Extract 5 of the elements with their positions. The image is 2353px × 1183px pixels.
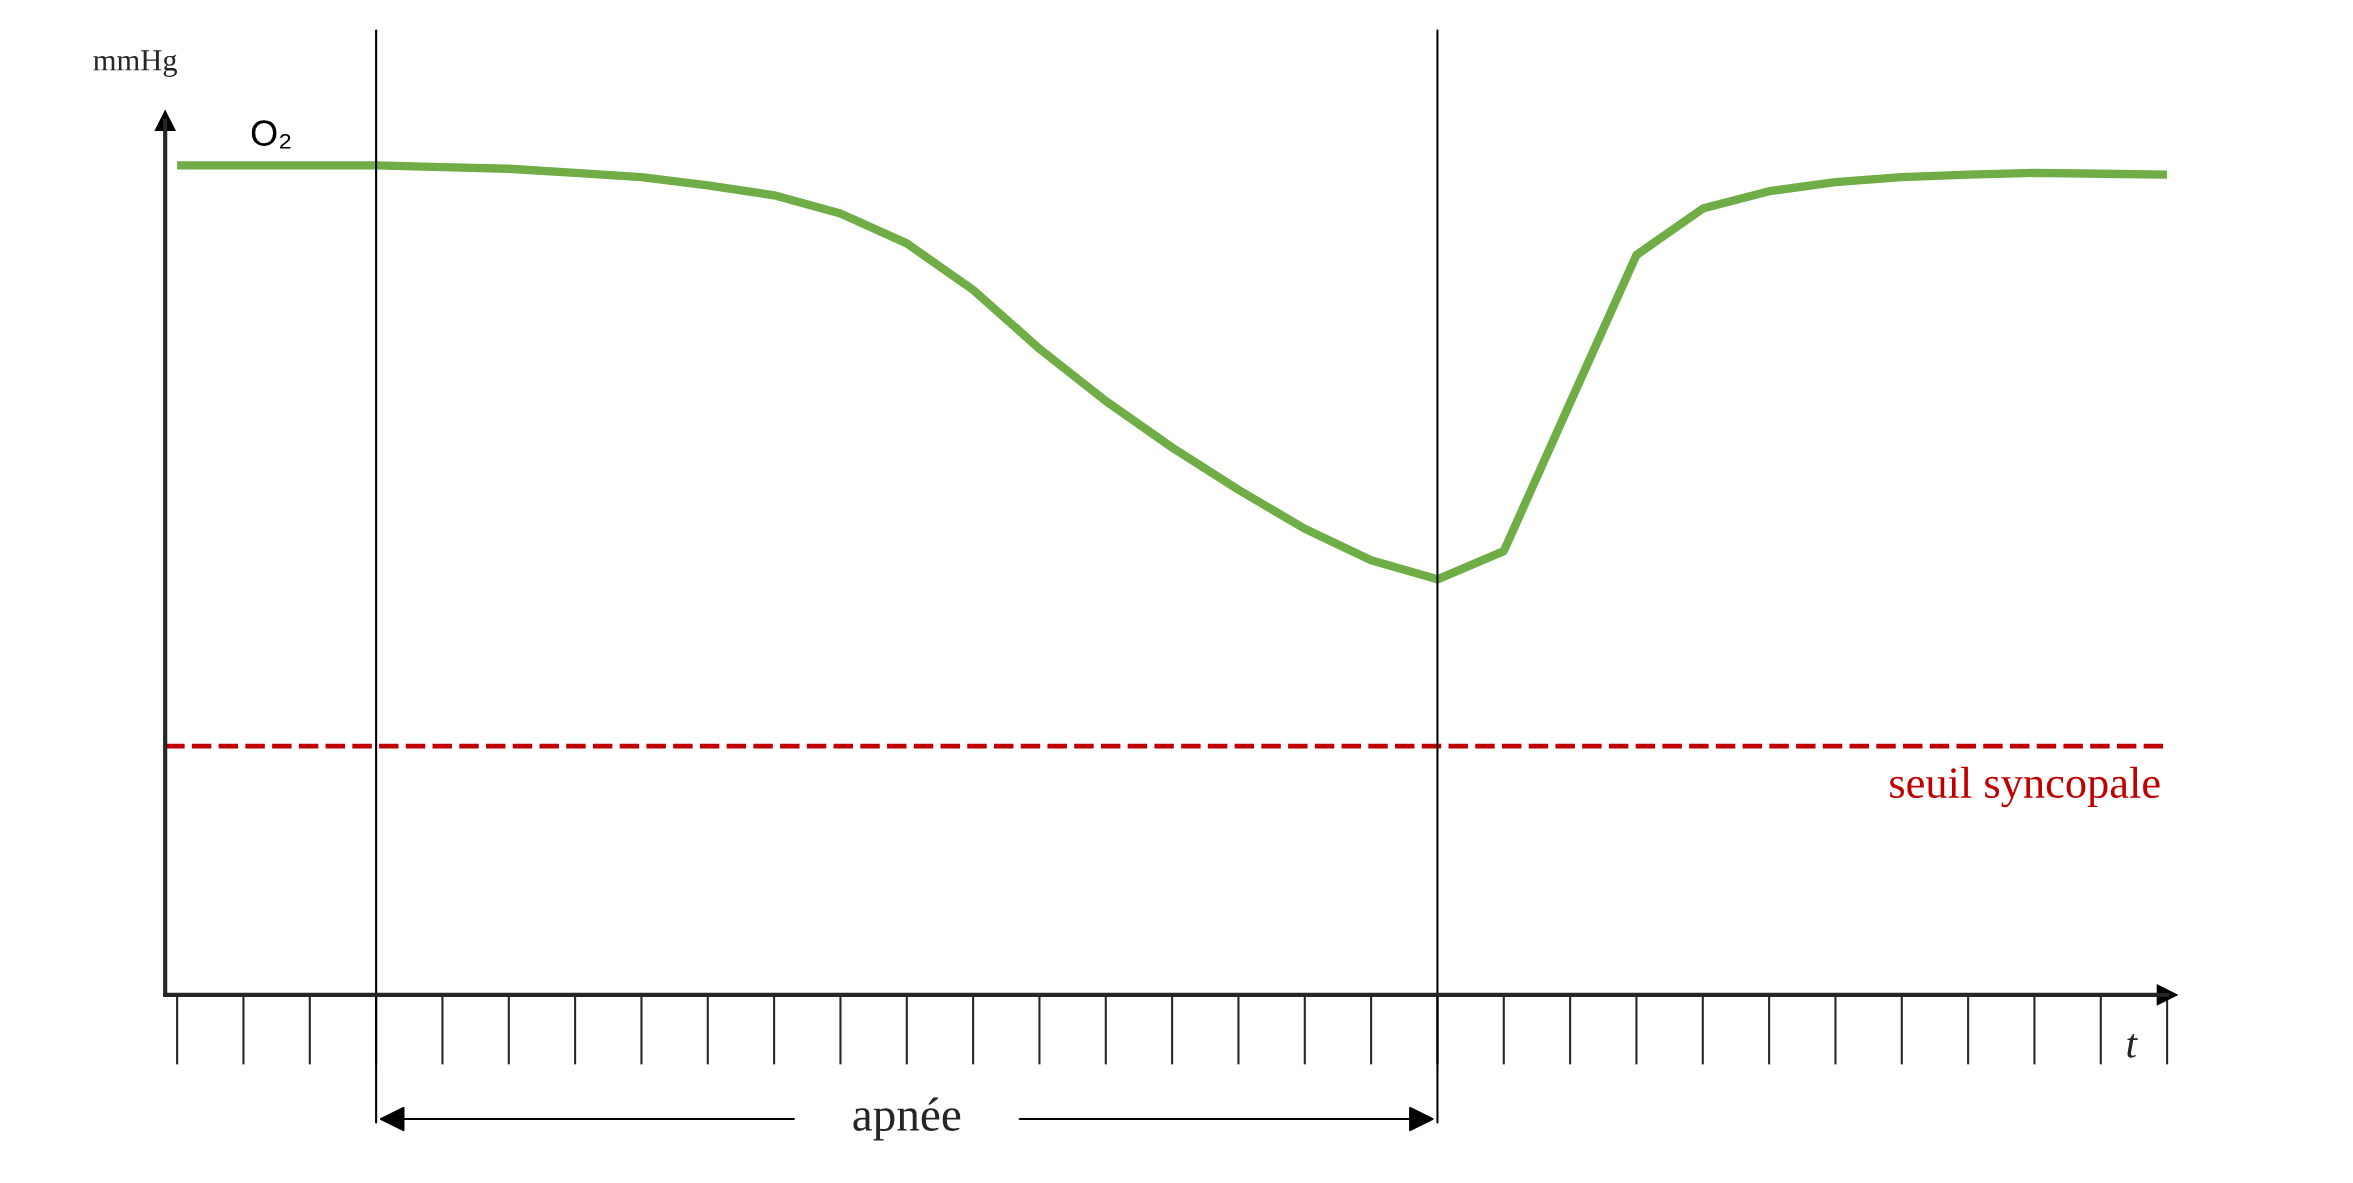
x-axis-title: t <box>2127 1033 2138 1058</box>
series-label: O₂ <box>251 120 291 149</box>
ref-line-label: seuil syncopale <box>1890 766 2160 808</box>
y-axis-title: mmHg <box>93 50 178 77</box>
text: apnée <box>853 1097 961 1141</box>
